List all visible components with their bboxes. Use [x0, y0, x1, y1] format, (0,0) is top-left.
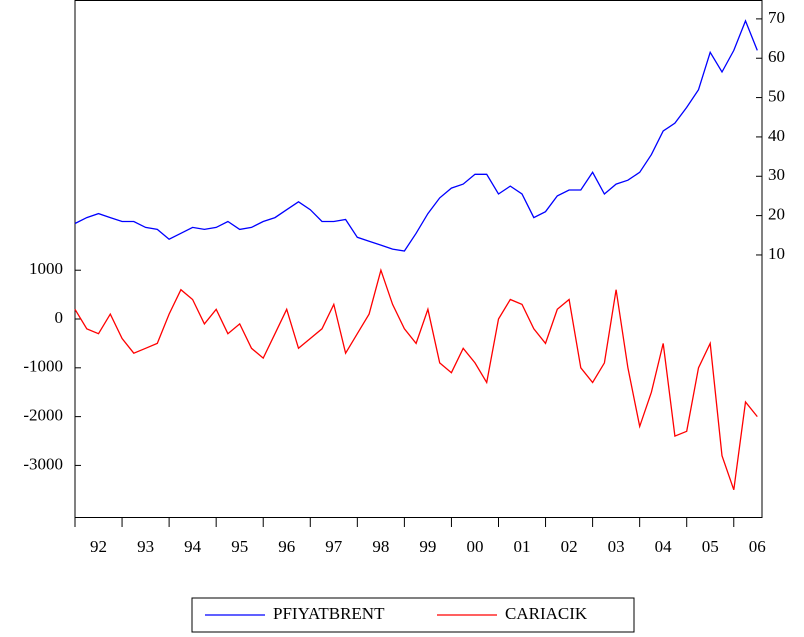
y-tick-label: -3000: [23, 454, 63, 473]
y2-tick-label: 70: [768, 8, 785, 27]
y-tick-label: -1000: [23, 357, 63, 376]
y-tick-label: 0: [55, 308, 64, 327]
x-tick-label: 92: [90, 537, 107, 556]
x-tick-label: 06: [749, 537, 766, 556]
y2-tick-label: 30: [768, 165, 785, 184]
x-tick-label: 94: [184, 537, 202, 556]
x-tick-label: 97: [325, 537, 343, 556]
y-tick-label: -2000: [23, 406, 63, 425]
y2-tick-label: 20: [768, 205, 785, 224]
x-tick-label: 98: [372, 537, 389, 556]
x-tick-label: 02: [561, 537, 578, 556]
y-tick-label: 1000: [29, 259, 63, 278]
x-tick-label: 04: [655, 537, 673, 556]
y2-tick-label: 50: [768, 86, 785, 105]
x-tick-label: 05: [702, 537, 719, 556]
plot-frame: [74, 0, 763, 518]
y2-tick-label: 10: [768, 244, 785, 263]
x-tick-label: 03: [608, 537, 625, 556]
legend-label: CARIACIK: [505, 604, 588, 623]
legend-box: [191, 597, 635, 633]
x-tick-label: 95: [231, 537, 248, 556]
series-line: [74, 267, 758, 491]
x-tick-label: 01: [514, 537, 531, 556]
x-tick-label: 00: [466, 537, 483, 556]
series-line: [74, 19, 758, 252]
x-tick-label: 96: [278, 537, 295, 556]
legend-label: PFIYATBRENT: [273, 604, 385, 623]
x-tick-label: 99: [419, 537, 436, 556]
y2-tick-label: 60: [768, 47, 785, 66]
y2-tick-label: 40: [768, 126, 785, 145]
x-tick-label: 93: [137, 537, 154, 556]
